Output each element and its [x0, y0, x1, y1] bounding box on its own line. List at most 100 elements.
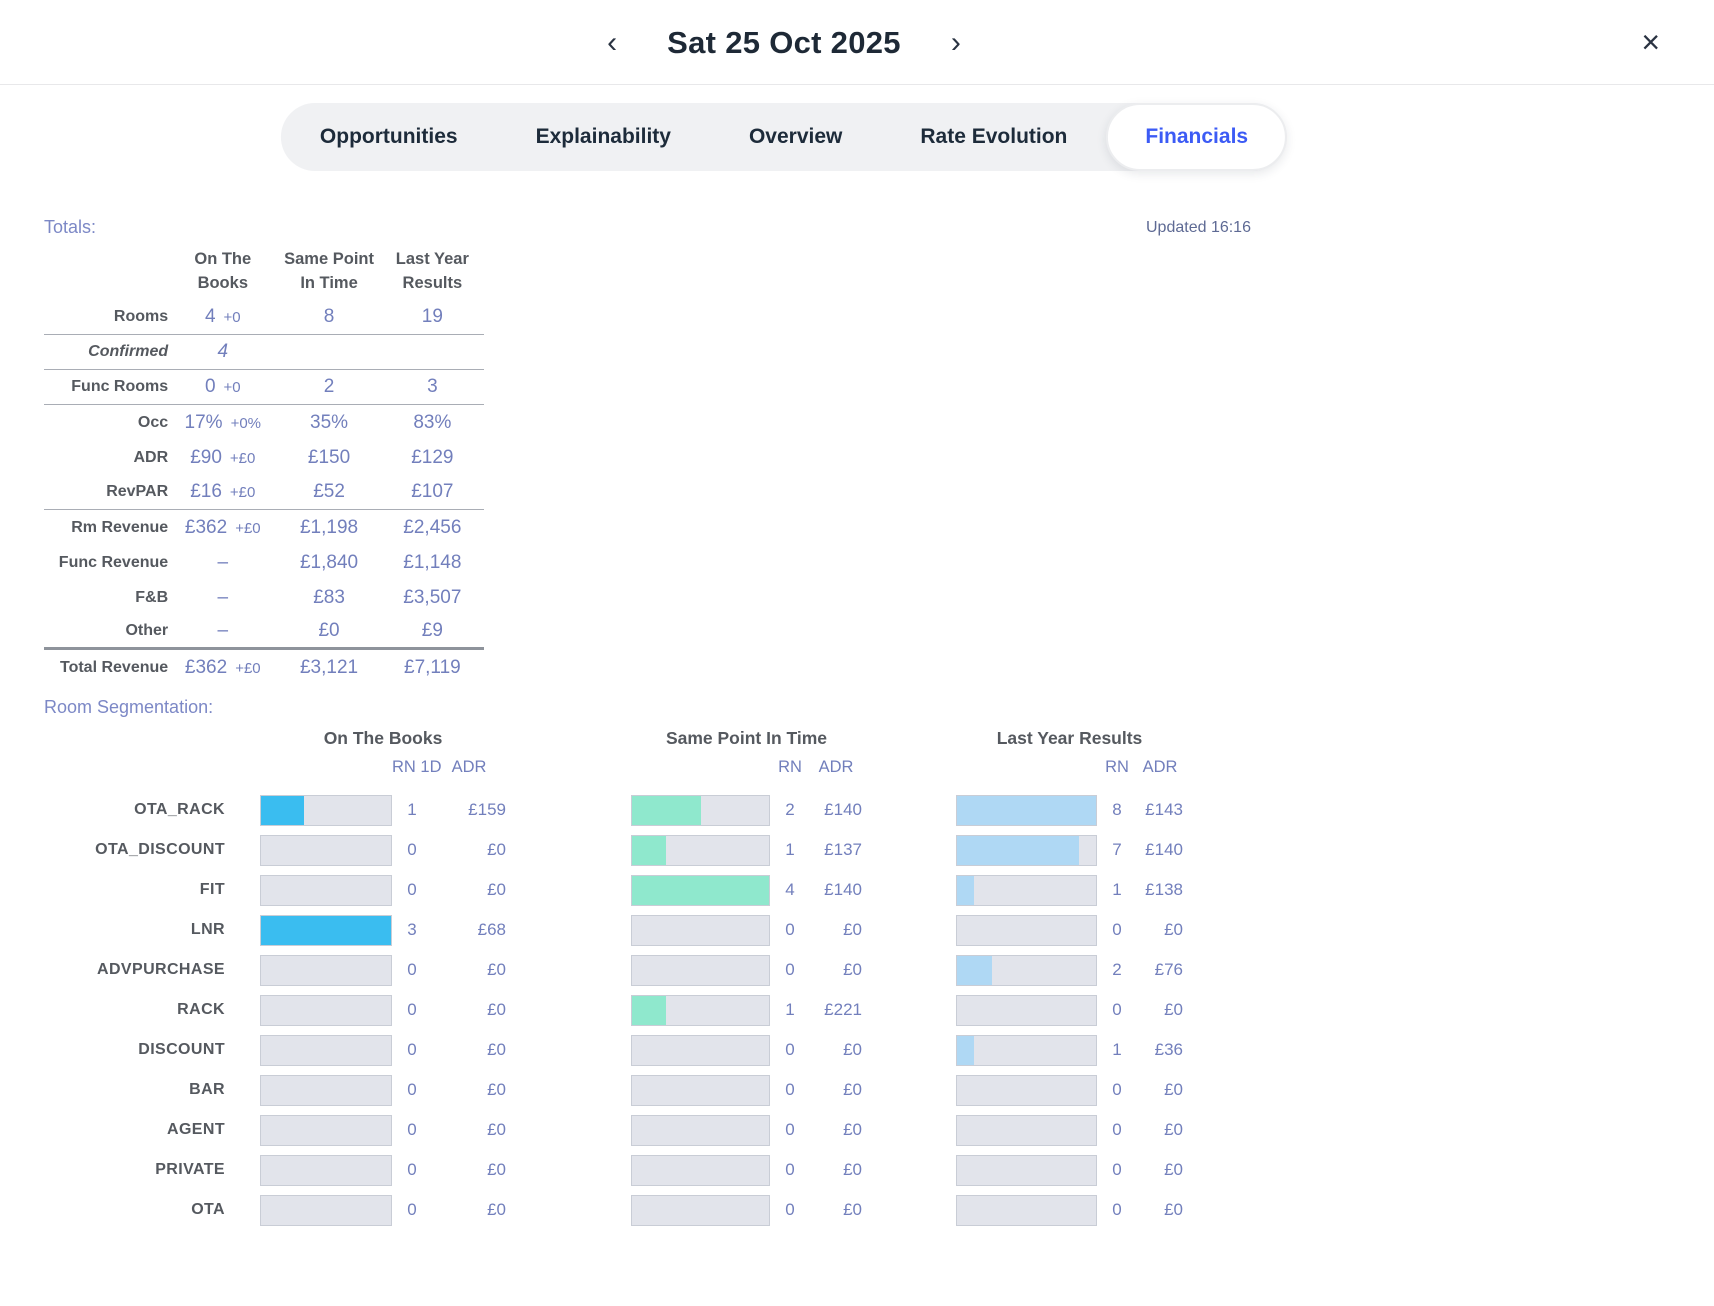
- segment-cell: 0 £0: [260, 954, 506, 986]
- totals-value: 0 +0: [168, 376, 277, 398]
- totals-value: £52: [277, 481, 380, 503]
- value-main: 83%: [413, 411, 452, 433]
- segment-bar-track: [631, 994, 770, 1026]
- totals-row-label: Other: [125, 622, 169, 639]
- tab-financials[interactable]: Financials: [1106, 103, 1288, 171]
- tab-opportunities[interactable]: Opportunities: [281, 103, 497, 171]
- totals-value: 35%: [277, 412, 380, 434]
- segment-rn-value: 0: [407, 1080, 417, 1099]
- segment-bar-track: [631, 954, 770, 986]
- segment-adr-value: £137: [824, 840, 862, 859]
- value-delta: +£0: [229, 449, 256, 467]
- segment-bar-fill: [957, 955, 992, 985]
- segment-bar-track: [631, 834, 770, 866]
- totals-row-label: RevPAR: [106, 483, 169, 500]
- segment-bar-track: [956, 1154, 1097, 1186]
- value-delta: +0: [223, 379, 241, 396]
- totals-row-label: Occ: [137, 413, 169, 431]
- segment-adr-value: £0: [487, 960, 506, 979]
- segment-cell: 0 £0: [631, 1194, 862, 1226]
- segment-cell: 0 £0: [631, 954, 862, 986]
- segment-bar-track: [631, 1194, 770, 1226]
- close-button[interactable]: ×: [1637, 22, 1664, 62]
- segment-row-rack: RACK 0 £0 1 £221 0 £0: [0, 990, 1714, 1030]
- segment-adr-value: £140: [824, 880, 862, 899]
- segment-bar-track: [956, 1114, 1097, 1146]
- prev-day-button[interactable]: ‹: [597, 26, 627, 60]
- segment-bar-fill: [261, 795, 305, 825]
- totals-row-other: Other – £0 £9: [44, 615, 484, 650]
- segment-bar-track: [956, 834, 1097, 866]
- totals-value: –: [168, 587, 277, 609]
- value-main: 4: [204, 306, 216, 327]
- date-title: Sat 25 Oct 2025: [667, 24, 901, 60]
- segment-label: PRIVATE: [155, 1161, 225, 1178]
- segment-bar-fill: [632, 835, 667, 865]
- segment-cell: 2 £76: [956, 954, 1183, 986]
- value-main: £83: [313, 586, 345, 608]
- tab-explainability[interactable]: Explainability: [497, 103, 710, 171]
- totals-row-label: Confirmed: [88, 343, 169, 360]
- segment-rn-value: 0: [785, 920, 795, 939]
- segment-adr-value: £0: [487, 1200, 506, 1219]
- segment-rn-value: 0: [407, 1040, 417, 1059]
- segment-rn-value: 2: [1112, 960, 1122, 979]
- segment-adr-value: £140: [824, 800, 862, 819]
- segment-cell: 8 £143: [956, 794, 1183, 826]
- segment-rn-value: 1: [785, 1000, 795, 1019]
- segment-adr-value: £0: [487, 1000, 506, 1019]
- segment-adr-value: £0: [1164, 1000, 1183, 1019]
- segment-rn-value: 2: [785, 800, 795, 819]
- value-main: 3: [427, 376, 438, 397]
- value-main: £3,507: [403, 586, 462, 608]
- segment-cell: 1 £36: [956, 1034, 1183, 1066]
- segment-bar-track: [631, 1074, 770, 1106]
- close-icon: ×: [1641, 24, 1660, 60]
- segment-adr-value: £138: [1145, 880, 1183, 899]
- room-segmentation-label: Room Segmentation:: [44, 697, 214, 717]
- segment-adr-value: £0: [843, 960, 862, 979]
- totals-row-func-rooms: Func Rooms 0 +0 2 3: [44, 370, 484, 405]
- segment-rn-value: 0: [1112, 1120, 1122, 1139]
- adr-header: ADR: [451, 757, 487, 776]
- totals-value: £0: [277, 620, 380, 642]
- segment-row-ota-rack: OTA_RACK 1 £159 2 £140 8 £143: [0, 790, 1714, 830]
- segment-rn-value: 0: [1112, 920, 1122, 939]
- segment-adr-value: £159: [468, 800, 506, 819]
- segment-cell: 0 £0: [956, 994, 1183, 1026]
- tab-rate-evolution[interactable]: Rate Evolution: [881, 103, 1106, 171]
- totals-value: £107: [381, 481, 484, 503]
- value-main: 8: [323, 306, 335, 327]
- segment-bar-track: [631, 914, 770, 946]
- segment-bar-track: [260, 994, 392, 1026]
- totals-value: £90 +£0: [168, 447, 277, 469]
- segment-label: BAR: [189, 1081, 225, 1098]
- tab-overview[interactable]: Overview: [710, 103, 881, 171]
- segment-cell: 0 £0: [260, 994, 506, 1026]
- value-main: £16: [190, 481, 222, 502]
- segment-rn-value: 0: [407, 1120, 417, 1139]
- segment-adr-value: £0: [487, 880, 506, 899]
- segment-label: FIT: [199, 881, 225, 898]
- segment-label: OTA_DISCOUNT: [95, 841, 225, 858]
- totals-value: £16 +£0: [168, 481, 277, 503]
- segment-adr-value: £0: [1164, 1200, 1183, 1219]
- segment-rn-value: 1: [1112, 1040, 1122, 1059]
- subheader-group-on-the-books: RN 1D ADR: [260, 758, 506, 777]
- totals-value: £7,119: [381, 657, 484, 679]
- header: ‹ Sat 25 Oct 2025 › ×: [0, 0, 1714, 85]
- next-day-button[interactable]: ›: [941, 26, 971, 60]
- segment-rn-value: 0: [407, 880, 417, 899]
- totals-row-confirmed: Confirmed 4: [44, 335, 484, 370]
- column-header-same-point-in-time: Same Point In Time: [284, 250, 374, 292]
- segment-bar-fill: [632, 875, 769, 905]
- segment-bar-track: [956, 914, 1097, 946]
- segment-rn-value: 0: [407, 960, 417, 979]
- totals-value: £150: [277, 447, 380, 469]
- segment-cell: 1 £221: [631, 994, 862, 1026]
- segment-rn-value: 0: [785, 1120, 795, 1139]
- segment-adr-value: £0: [487, 1040, 506, 1059]
- segment-bar-track: [956, 1074, 1097, 1106]
- value-main: £129: [411, 446, 454, 468]
- segment-cell: 1 £159: [260, 794, 506, 826]
